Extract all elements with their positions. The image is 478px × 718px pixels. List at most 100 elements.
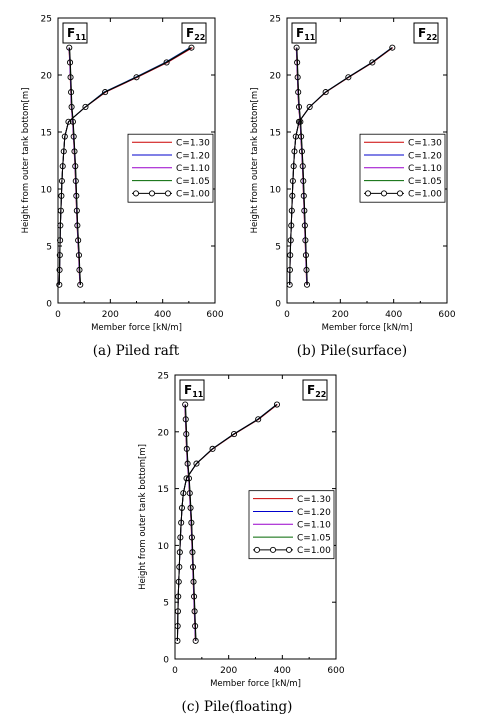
x-tick-label: 0 — [55, 310, 61, 320]
f11-label-box-frame — [291, 22, 317, 44]
y-tick-label: 25 — [158, 372, 169, 382]
f11-marker — [182, 401, 189, 408]
y-tick-label: 10 — [270, 186, 282, 196]
legend-entry: C=1.30 — [176, 139, 210, 149]
f22-label-box-sub: 22 — [315, 390, 326, 399]
f22-marker — [102, 89, 109, 96]
legend-entry: C=1.30 — [408, 139, 442, 149]
f22-marker — [193, 460, 200, 467]
f22-label-box: F22 — [413, 22, 439, 44]
y-axis-label: Height from outer tank bottom[m] — [21, 88, 31, 234]
f11-marker — [186, 490, 193, 497]
y-tick-label: 15 — [270, 129, 281, 139]
f11-marker — [303, 281, 311, 288]
legend-entry: C=1.20 — [297, 508, 331, 518]
f11-marker — [187, 504, 194, 511]
legend-entry: C=1.00 — [297, 546, 331, 556]
f22-label-box-text: F22 — [186, 26, 205, 42]
chart-caption: (c) Pile(floating) — [182, 699, 293, 715]
f22-marker — [175, 578, 182, 585]
x-tick-label: 400 — [385, 310, 402, 320]
y-tick-label: 25 — [270, 15, 281, 25]
f22-label-box-text: F22 — [418, 26, 437, 42]
f11-label-box-main: F — [296, 26, 304, 40]
y-tick-label: 20 — [270, 72, 282, 82]
f22-label-box-text: F22 — [307, 383, 326, 399]
legend-entry: C=1.05 — [408, 177, 442, 187]
y-tick-label: 0 — [46, 300, 52, 310]
y-axis-label: Height from outer tank bottom[m] — [138, 444, 148, 590]
f22-marker — [290, 163, 297, 170]
f11-marker — [188, 519, 195, 526]
f11-marker — [299, 163, 306, 170]
legend-entry: C=1.00 — [408, 190, 442, 200]
f22-marker — [322, 89, 329, 96]
f22-marker — [292, 133, 299, 140]
chart-2: 0 200 400 600 0 5 10 15 20 25 Member force [kN/m] H… — [250, 15, 456, 360]
legend-marker — [285, 546, 293, 553]
f22-marker — [230, 431, 238, 438]
legend: C=1.30 C=1.20 C=1.10 C=1.05 C=1.00 — [359, 133, 446, 203]
f11-marker — [73, 207, 80, 214]
x-tick-label: 600 — [327, 666, 344, 676]
f22-label-box-main: F — [186, 26, 194, 40]
f11-marker — [302, 252, 309, 259]
f11-line — [296, 47, 308, 285]
f22-label-box-frame — [302, 379, 328, 401]
f22-label-box-main: F — [307, 383, 315, 397]
legend-entry: C=1.10 — [408, 164, 442, 174]
f22-marker — [178, 504, 186, 511]
f11-label-box-sub: 11 — [304, 33, 316, 42]
f11-marker — [295, 89, 302, 96]
f22-marker — [287, 252, 294, 259]
f11-marker — [189, 563, 197, 571]
legend-marker — [148, 190, 156, 197]
f11-marker — [192, 637, 199, 644]
f11-label-box: F11 — [291, 22, 317, 44]
f11-marker — [300, 177, 307, 185]
f11-marker — [73, 192, 80, 199]
f22-marker — [61, 133, 68, 140]
f22-label-box-frame — [413, 22, 439, 44]
chart-1: 0 200 400 600 0 5 10 15 20 25 Member force [kN/m] H… — [21, 15, 224, 360]
f11-label-box-sub: 11 — [192, 390, 204, 399]
f11-label-box-text: F11 — [67, 26, 87, 42]
f22-marker — [295, 118, 303, 125]
f11-marker — [294, 59, 301, 66]
f22-marker — [82, 103, 89, 110]
f11-marker — [301, 207, 308, 214]
f11-marker — [76, 266, 83, 273]
series-C=1.00 — [289, 47, 393, 285]
f11-marker — [77, 281, 84, 288]
legend-marker — [364, 190, 372, 197]
f11-marker — [72, 163, 79, 170]
f22-marker — [288, 222, 295, 229]
legend-entry: C=1.00 — [176, 190, 210, 200]
f22-marker — [176, 563, 183, 571]
f22-label-box: F22 — [302, 379, 328, 401]
series-C=1.00 — [176, 404, 278, 641]
f22-line — [176, 404, 278, 641]
f22-marker — [177, 534, 184, 541]
f22-marker — [57, 237, 64, 244]
f22-marker — [59, 163, 66, 170]
y-tick-label: 20 — [41, 72, 53, 82]
f22-marker — [175, 593, 182, 600]
f11-label-box-main: F — [67, 26, 75, 40]
f22-marker — [188, 44, 195, 51]
f22-marker — [345, 74, 352, 81]
f11-marker — [295, 103, 303, 110]
chart-3: 0 200 400 600 0 5 10 15 20 25 Member force [kN/m] H… — [138, 372, 345, 716]
y-tick-label: 5 — [275, 243, 281, 253]
f11-marker — [300, 192, 307, 199]
f11-label-box-frame — [62, 22, 88, 44]
f22-marker — [65, 118, 72, 125]
legend-entry: C=1.20 — [176, 151, 210, 161]
f11-marker — [301, 222, 308, 229]
x-tick-label: 200 — [332, 310, 349, 320]
legend-entry: C=1.05 — [176, 177, 210, 187]
legend-marker — [380, 190, 388, 197]
f11-label-box: F11 — [62, 22, 88, 44]
f22-marker — [58, 177, 65, 185]
